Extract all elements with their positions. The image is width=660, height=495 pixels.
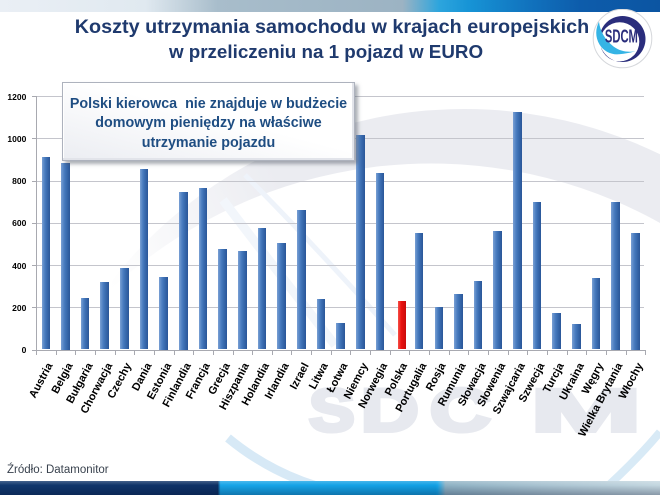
svg-text:SDCM: SDCM (605, 27, 638, 47)
